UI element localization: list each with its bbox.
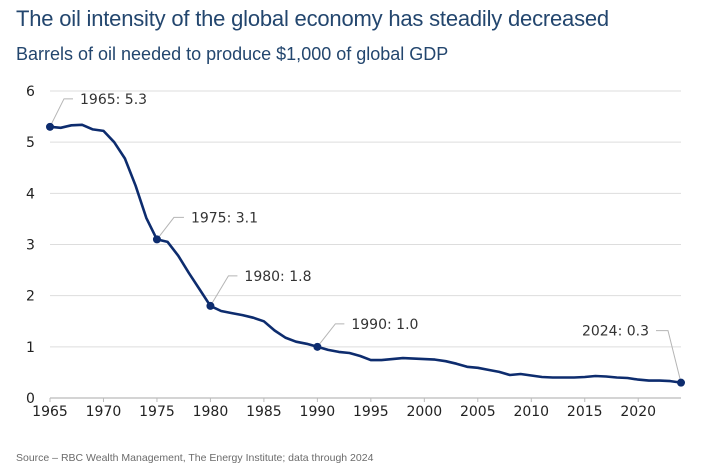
annotation-callouts: 1965: 5.3 1975: 3.1 1980: 1.8 1990: 1.0 2024… <box>46 92 685 387</box>
y-tick-label: 4 <box>26 186 35 202</box>
chart-subtitle: Barrels of oil needed to produce $1,000 … <box>16 44 449 64</box>
x-tick-label: 1965 <box>32 404 68 420</box>
y-tick-label: 1 <box>26 340 35 356</box>
chart-title: The oil intensity of the global economy … <box>16 6 609 31</box>
callout-leader-line <box>49 98 73 128</box>
data-point-marker <box>313 342 322 351</box>
callout-leader-line <box>656 330 682 383</box>
y-tick-label: 3 <box>26 238 35 254</box>
gridlines <box>50 90 681 348</box>
callout-leader-line <box>316 323 345 348</box>
series-line-group <box>48 123 683 384</box>
y-tick-label: 5 <box>26 135 35 151</box>
data-point-marker <box>206 301 215 310</box>
x-tick-label: 1985 <box>246 404 282 420</box>
callout-label: 1980: 1.8 <box>244 269 311 285</box>
x-tick-label: 1990 <box>300 404 336 420</box>
x-tick-label: 2005 <box>460 404 496 420</box>
y-axis-tick-labels: 0 1 2 3 4 5 6 <box>26 84 35 407</box>
x-tick-label: 1970 <box>86 404 122 420</box>
data-point-marker <box>152 235 161 244</box>
data-point-marker <box>46 122 54 131</box>
y-tick-label: 0 <box>26 391 35 407</box>
x-tick-label: 1975 <box>139 404 175 420</box>
callout-label: 1975: 3.1 <box>191 210 258 226</box>
x-axis-tick-labels: 1965 1970 1975 1980 1985 1990 1995 2000 2005 2010… <box>32 404 656 420</box>
x-tick-label: 2020 <box>620 404 656 420</box>
callout-label: 1965: 5.3 <box>80 92 147 108</box>
callout-label: 2024: 0.3 <box>582 324 649 340</box>
x-axis <box>49 397 681 402</box>
callout-leader-line <box>209 275 238 307</box>
callout-label: 1990: 1.0 <box>351 317 418 333</box>
x-tick-label: 2000 <box>407 404 443 420</box>
y-tick-label: 6 <box>26 84 35 100</box>
data-point-marker <box>677 378 685 387</box>
x-tick-label: 1995 <box>353 404 389 420</box>
x-tick-label: 1980 <box>193 404 229 420</box>
series-line <box>48 123 683 384</box>
x-tick-label: 2010 <box>513 404 549 420</box>
source-note: Source – RBC Wealth Management, The Ener… <box>16 452 374 464</box>
x-tick-label: 2015 <box>567 404 603 420</box>
y-tick-label: 2 <box>26 289 35 305</box>
callout-leader-line <box>156 216 184 240</box>
